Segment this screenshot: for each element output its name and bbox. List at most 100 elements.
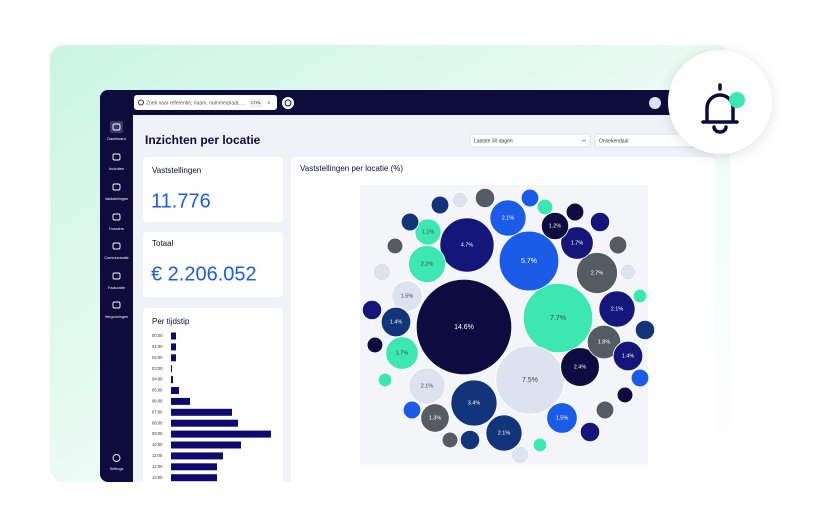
nav-label[interactable]: Settings — [110, 467, 124, 471]
bubble — [489, 199, 527, 237]
nav-label[interactable]: Facturatie — [108, 286, 125, 290]
bell-icon — [701, 83, 739, 134]
bar — [171, 387, 179, 394]
bubble — [560, 226, 594, 260]
bar — [171, 441, 241, 449]
bar — [171, 485, 217, 492]
bubble — [634, 319, 656, 341]
data-label: 3.4% — [468, 400, 481, 406]
timer-icon — [284, 99, 292, 107]
nav-label[interactable]: Communicatie — [104, 256, 128, 260]
avatar[interactable] — [649, 97, 661, 109]
bubble — [420, 403, 450, 433]
app-window: Zoek naar referentie, naam, nummerplaat,… — [100, 90, 715, 492]
shortcut-badge — [249, 99, 263, 107]
search-box[interactable] — [134, 95, 277, 110]
nav-icon — [112, 454, 121, 462]
y-tick-label: 11:00 — [152, 453, 163, 458]
data-label: 1.5% — [401, 293, 414, 299]
bar — [171, 408, 232, 416]
data-label: 2.1% — [498, 430, 511, 436]
bubble — [385, 336, 419, 370]
bar — [171, 343, 176, 351]
bar — [171, 474, 217, 482]
data-label: 2.1% — [421, 383, 434, 389]
bar — [171, 430, 271, 438]
bubble — [498, 230, 560, 292]
sidebar — [100, 90, 133, 482]
bubble — [415, 278, 513, 376]
bubble — [630, 368, 650, 388]
bubble — [612, 340, 644, 372]
active-item — [110, 121, 123, 133]
bubble — [565, 202, 585, 222]
data-label: 2.1% — [502, 215, 515, 221]
bubble — [576, 252, 618, 294]
y-tick-label: 05:00 — [152, 388, 163, 393]
period-select[interactable] — [469, 133, 591, 148]
bar — [171, 452, 223, 460]
timer-button[interactable] — [282, 97, 294, 109]
shortcut-key: K — [268, 100, 271, 105]
bubble — [608, 235, 628, 255]
chart-title: Vaststellingen per locatie (%) — [300, 164, 403, 173]
bubble — [536, 198, 554, 216]
y-tick-label: 09:00 — [152, 431, 163, 436]
nav-label[interactable]: Vergunningen — [105, 315, 128, 319]
bubble — [377, 372, 393, 388]
bubble — [546, 402, 578, 434]
y-tick-label: 04:00 — [152, 377, 163, 382]
y-tick-label: 01:00 — [152, 344, 163, 349]
y-tick-label: 08:00 — [152, 420, 163, 425]
location: Onsekendaal — [599, 138, 628, 144]
data-label: 1.7% — [396, 350, 409, 356]
nav-label[interactable]: Dossiers — [109, 227, 124, 231]
bubble — [441, 431, 459, 449]
bubble — [485, 414, 523, 452]
data-label: 1.4% — [622, 353, 635, 359]
y-tick-label: 03:00 — [152, 366, 163, 371]
nav-icon — [112, 153, 121, 161]
bubble — [616, 386, 634, 404]
data-label: 14.6% — [454, 324, 474, 331]
nav-label[interactable]: Vaststellingen — [105, 197, 128, 201]
bar — [171, 419, 238, 427]
data-label: 1.8% — [598, 339, 611, 345]
nav-label[interactable]: Dashboard — [107, 137, 126, 141]
data-label: 4.7% — [461, 242, 474, 248]
bubble — [380, 306, 412, 338]
search-placeholder: Zoek naar referentie, naam, nummerplaat,… — [146, 100, 245, 106]
data-label: 1.2% — [549, 223, 562, 229]
bar — [171, 463, 217, 471]
bubble — [632, 288, 648, 304]
bar — [171, 376, 173, 384]
bubble — [386, 237, 404, 255]
y-tick-label: 10:00 — [152, 442, 163, 447]
bubble — [400, 212, 420, 232]
chevron — [581, 139, 587, 142]
card — [143, 232, 283, 297]
bubble — [459, 429, 481, 451]
nav-label[interactable]: Inzichten — [109, 167, 124, 171]
notification-bubble[interactable] — [668, 50, 772, 154]
nav-icon — [112, 183, 121, 191]
data-label: 2.4% — [574, 364, 587, 370]
card-value: € 2.206.052 — [151, 263, 257, 285]
bubble — [450, 379, 498, 427]
y-tick-label: 02:00 — [152, 355, 163, 360]
bubble — [366, 336, 384, 354]
bubble — [589, 211, 611, 233]
data-label: 5.7% — [521, 258, 537, 265]
bar — [171, 365, 172, 373]
card — [143, 157, 283, 222]
nav-icon — [112, 272, 121, 280]
data-label: 2.2% — [421, 261, 434, 267]
y-tick-label: 07:00 — [152, 409, 163, 414]
bubble — [510, 445, 530, 465]
bubble — [522, 282, 594, 354]
bubble — [586, 324, 622, 360]
bubble — [414, 218, 442, 246]
card-value: 11.776 — [151, 190, 211, 212]
data-label: 1.5% — [556, 415, 569, 421]
nav-icon — [112, 213, 121, 221]
